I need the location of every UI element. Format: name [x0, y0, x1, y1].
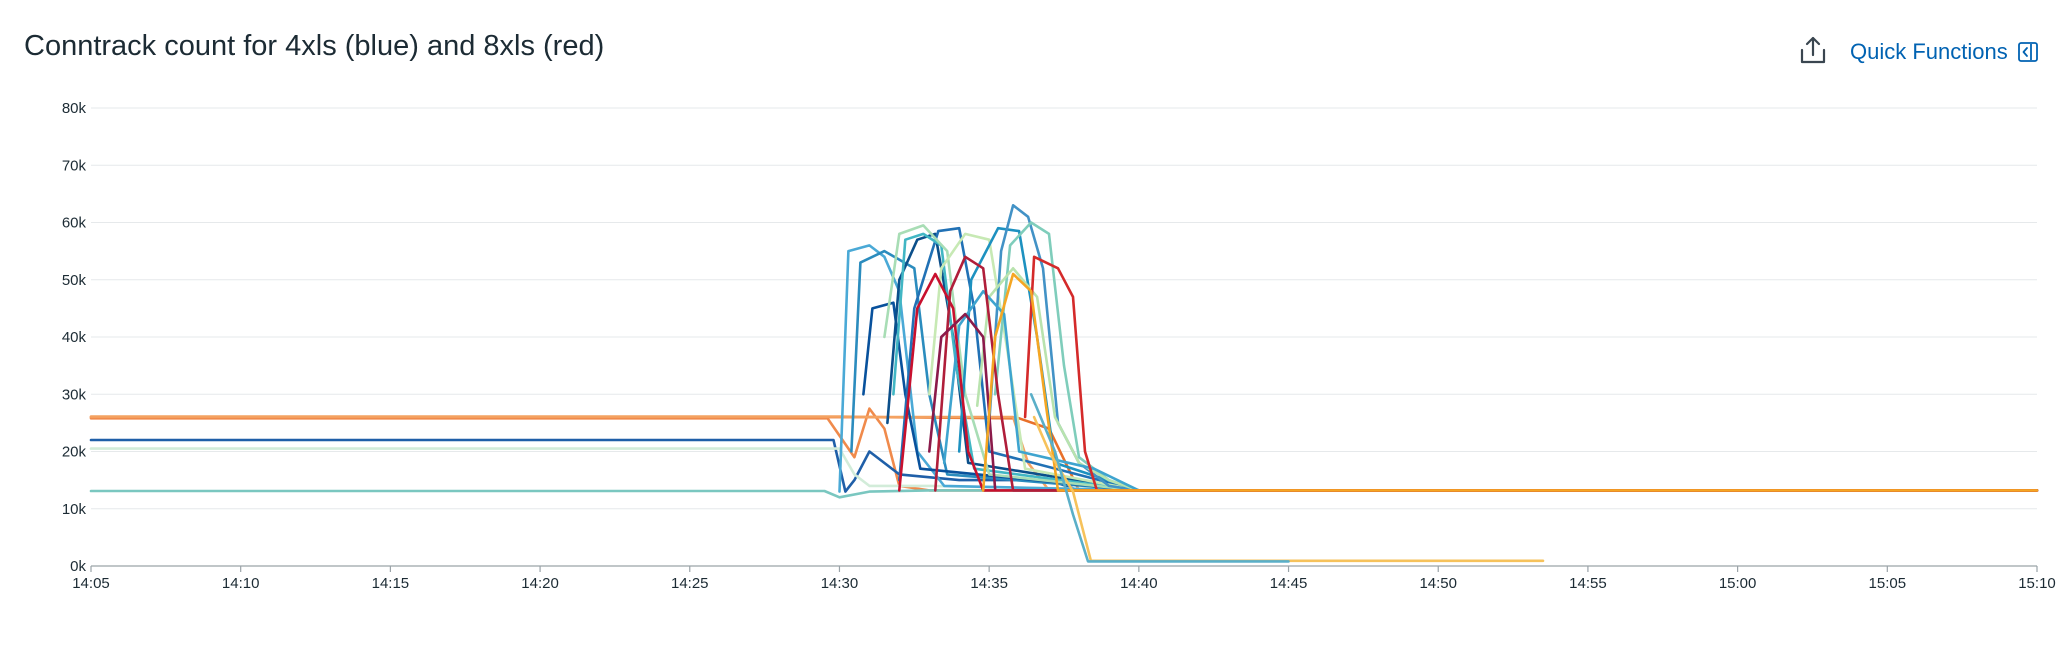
series-line [928, 312, 997, 490]
x-tick-label: 14:40 [1120, 575, 1158, 592]
series-line [1023, 255, 2039, 492]
series-line [898, 272, 2039, 492]
series-line [942, 289, 1141, 492]
series-line [898, 226, 1141, 492]
series-line [850, 249, 1141, 492]
chart-title: Conntrack count for 4xls (blue) and 8xls… [24, 30, 605, 62]
series-line [981, 272, 2039, 492]
series-line [838, 244, 1141, 493]
conntrack-line-chart: 0k 10k 20k 30k 40k 50k 60k 70k 80k 14:05 14:10 14:1… [62, 100, 2056, 592]
export-button[interactable] [1796, 34, 1830, 68]
series-line [883, 224, 1141, 492]
y-tick-label: 10k [62, 501, 87, 518]
quick-functions-button[interactable]: Quick Functions [1850, 36, 2038, 68]
export-icon [1800, 36, 1826, 64]
x-tick-label: 14:15 [372, 575, 410, 592]
y-tick-label: 80k [62, 100, 87, 117]
x-tick-label: 15:05 [1869, 575, 1907, 592]
series-layer [89, 204, 2039, 563]
series-line [993, 221, 1141, 492]
x-tick-label: 14:20 [521, 575, 559, 592]
y-tick-label: 70k [62, 157, 87, 174]
x-tick-label: 14:25 [671, 575, 709, 592]
x-tick-label: 15:00 [1719, 575, 1757, 592]
series-line [975, 267, 1141, 492]
y-tick-label: 40k [62, 329, 87, 346]
y-tick-label: 0k [70, 558, 86, 575]
x-tick-label: 14:45 [1270, 575, 1308, 592]
x-tick-label: 14:10 [222, 575, 260, 592]
x-tick-label: 14:05 [72, 575, 110, 592]
series-line [1029, 393, 1290, 563]
x-tick-label: 14:50 [1419, 575, 1457, 592]
panel-header: Conntrack count for 4xls (blue) and 8xls… [0, 0, 2067, 100]
series-line [987, 204, 1141, 492]
series-line [886, 232, 1141, 492]
x-tick-label: 14:55 [1569, 575, 1607, 592]
y-tick-label: 20k [62, 444, 87, 461]
x-tick-label: 15:10 [2018, 575, 2056, 592]
x-tick-label: 14:35 [970, 575, 1008, 592]
quick-functions-label: Quick Functions [1850, 39, 2008, 64]
series-line [862, 301, 1141, 492]
y-tick-label: 60k [62, 215, 87, 232]
axis-layer: 0k 10k 20k 30k 40k 50k 60k 70k 80k 14:05 14:10 14:1… [62, 100, 2056, 592]
collapse-panel-icon [2017, 42, 2038, 62]
series-line [934, 255, 2039, 492]
y-tick-label: 30k [62, 386, 87, 403]
x-tick-label: 14:30 [821, 575, 859, 592]
series-line [928, 232, 1141, 492]
y-tick-label: 50k [62, 272, 87, 289]
